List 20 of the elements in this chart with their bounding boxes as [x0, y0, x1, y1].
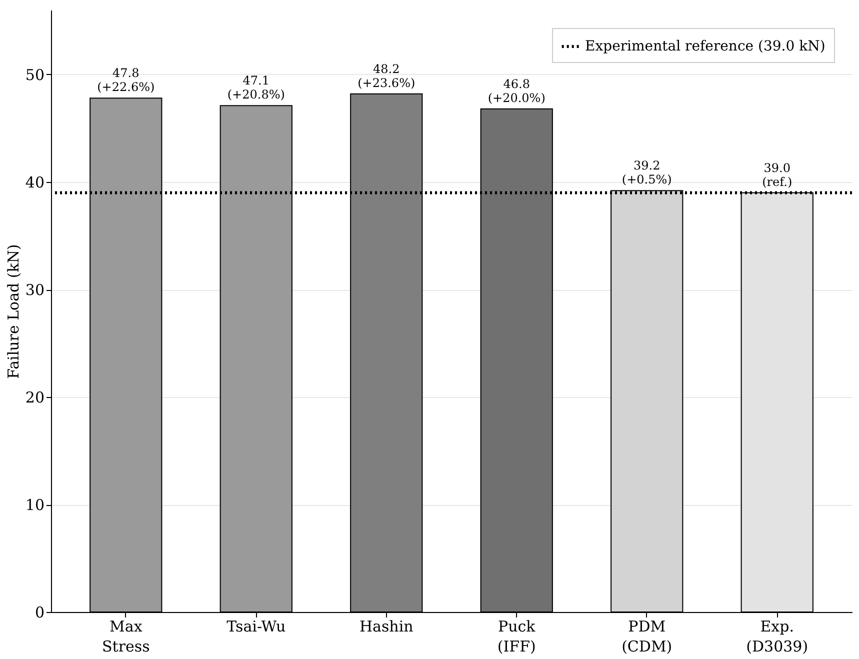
- legend-label: Experimental reference (39.0 kN): [585, 38, 826, 54]
- x-tick-label: Tsai-Wu: [226, 618, 286, 636]
- x-tick-label: Puck (IFF): [497, 618, 536, 656]
- data-label: 47.8 (+22.6%): [97, 66, 155, 94]
- data-label: 39.0 (ref.): [762, 160, 792, 189]
- y-tick-label: 30: [25, 281, 44, 299]
- data-label: 46.8 (+20.0%): [488, 76, 546, 105]
- data-label: 39.2 (+0.5%): [622, 158, 672, 187]
- y-tick-label: 40: [25, 174, 44, 192]
- x-tick-label: Max Stress: [102, 618, 150, 656]
- x-tick-label: PDM (CDM): [622, 618, 672, 656]
- y-tick-label: 0: [34, 604, 44, 622]
- x-tick-label: Exp. (D3039): [746, 618, 808, 656]
- x-tick-label: Hashin: [359, 618, 414, 636]
- y-tick-label: 50: [25, 66, 44, 84]
- y-tick-label: 20: [25, 388, 44, 406]
- y-axis-title: Failure Load (kN): [4, 244, 22, 379]
- y-tick-label: 10: [25, 496, 44, 514]
- data-label: 48.2 (+23.6%): [358, 62, 416, 90]
- data-label: 47.1 (+20.8%): [227, 74, 285, 102]
